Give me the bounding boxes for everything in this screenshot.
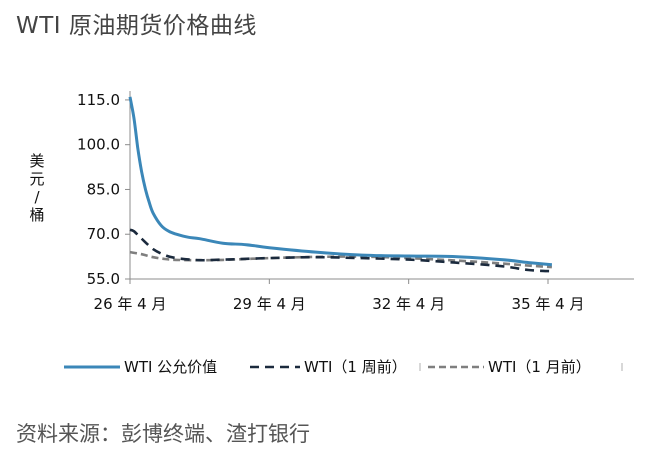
y-tick-label: 70.0 (87, 225, 120, 243)
legend-fair-value-label: WTI 公允价值 (124, 358, 217, 376)
y-tick-label: 115.0 (77, 91, 120, 109)
x-tick-label: 35 年 4 月 (512, 295, 585, 313)
one-week-ago-line (129, 228, 552, 273)
legend-one-month-ago-label: WTI（1 月前） (488, 358, 591, 376)
fair-value-line (128, 96, 553, 267)
one-month-ago-line (129, 250, 552, 269)
y-tick-label: 100.0 (77, 136, 120, 154)
source-note: 资料来源：彭博终端、渣打银行 (16, 422, 310, 446)
legend-one-week-ago-label: WTI（1 周前） (304, 358, 407, 376)
chart-title: WTI 原油期货价格曲线 (16, 13, 257, 39)
legend-one-month-ago: WTI（1 月前） (428, 358, 591, 376)
y-axis-label-char: 美 (29, 152, 45, 170)
x-tick-label: 29 年 4 月 (233, 295, 306, 313)
legend-fair-value: WTI 公允价值 (64, 358, 217, 376)
series-layer (128, 96, 553, 273)
axes: 55.0 70.0 85.0 100.0 115.0 26 年 4 月 29 年 4 月 32… (77, 91, 634, 313)
x-tick-label: 32 年 4 月 (372, 295, 445, 313)
x-tick-label: 26 年 4 月 (94, 295, 167, 313)
y-axis-label-char: 桶 (29, 206, 45, 224)
y-axis-label: 美元 / 桶 (28, 152, 46, 224)
y-axis-label-char: 元 (29, 170, 45, 188)
y-tick-label: 55.0 (87, 270, 120, 288)
y-tick-label: 85.0 (87, 180, 120, 198)
y-axis-label-char: / (34, 188, 40, 206)
legend: WTI 公允价值 WTI（1 周前） WTI（1 月前） (64, 358, 623, 376)
legend-one-week-ago: WTI（1 周前） (250, 358, 407, 376)
